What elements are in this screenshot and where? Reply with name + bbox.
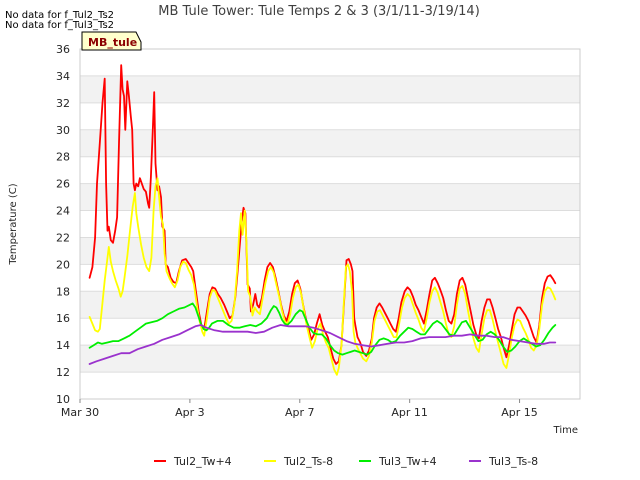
background-band — [80, 102, 580, 130]
y-tick-label: 24 — [56, 205, 70, 218]
x-axis-ticks: Mar 30 Apr 3 Apr 7 Apr 11 Apr 15 — [61, 399, 538, 419]
no-data-note-tul2: No data for f_Tul2_Ts2 — [5, 10, 114, 21]
legend-label-tul3-tw-4: Tul3_Tw+4 — [378, 455, 437, 468]
x-tick-label: Apr 7 — [285, 406, 315, 419]
series-layer — [88, 64, 557, 376]
x-tick-label: Apr 15 — [501, 406, 538, 419]
background-band — [80, 372, 580, 399]
y-axis-ticks: 10 12 14 16 18 20 22 24 26 28 30 32 34 36 — [56, 43, 70, 406]
y-tick-label: 16 — [56, 312, 70, 325]
site-tag-box — [81, 31, 142, 51]
y-tick-label: 32 — [56, 97, 70, 110]
site-tag: MB_tule — [81, 31, 142, 51]
legend-label-tul3-ts-8: Tul3_Ts-8 — [488, 455, 538, 468]
x-tick-label: Apr 11 — [391, 406, 428, 419]
background-band — [80, 210, 580, 238]
legend-label-tul2-ts-8: Tul2_Ts-8 — [283, 455, 333, 468]
y-tick-label: 12 — [56, 366, 70, 379]
x-tick-label: Apr 3 — [175, 406, 205, 419]
y-tick-label: 10 — [56, 393, 70, 406]
series-line-tul3-tw-4 — [88, 302, 557, 356]
y-axis-label: Temperature (C) — [8, 183, 19, 265]
background-band — [80, 156, 580, 184]
y-tick-label: 26 — [56, 178, 70, 191]
chart-title: MB Tule Tower: Tule Temps 2 & 3 (3/1/11-… — [158, 4, 480, 19]
series-line-tul3-ts-8 — [88, 324, 557, 365]
background-band — [80, 291, 580, 319]
no-data-note-tul3: No data for f_Tul3_Ts2 — [5, 20, 114, 31]
legend: Tul2_Tw+4 Tul2_Ts-8 Tul3_Tw+4 Tul3_Ts-8 — [154, 455, 538, 468]
y-tick-label: 20 — [56, 258, 70, 271]
site-tag-label: MB_tule — [88, 36, 137, 49]
y-tick-label: 36 — [56, 43, 70, 56]
background-band — [80, 49, 580, 76]
y-tick-label: 28 — [56, 151, 70, 164]
x-tick-label: Mar 30 — [61, 406, 99, 419]
background-band — [80, 264, 580, 292]
legend-label-tul2-tw-4: Tul2_Tw+4 — [173, 455, 232, 468]
x-axis-label: Time — [553, 425, 578, 436]
y-tick-label: 18 — [56, 285, 70, 298]
y-tick-label: 22 — [56, 231, 70, 244]
background-band — [80, 129, 580, 157]
plot-frame — [79, 48, 581, 400]
background-band — [80, 183, 580, 211]
background-band — [80, 75, 580, 103]
background-band — [80, 237, 580, 265]
series-line-tul2-ts-8 — [88, 177, 557, 376]
y-tick-label: 34 — [56, 70, 70, 83]
y-tick-label: 30 — [56, 124, 70, 137]
y-tick-label: 14 — [56, 339, 70, 352]
